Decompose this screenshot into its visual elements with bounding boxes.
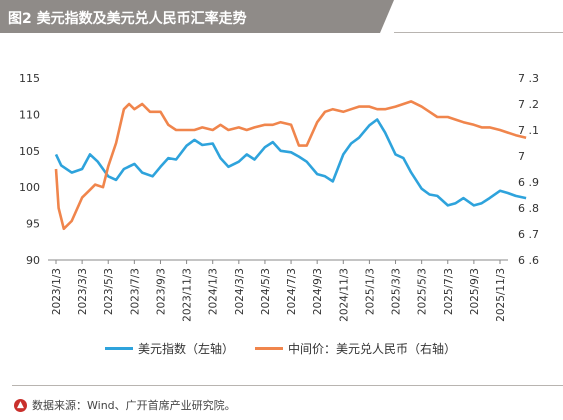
- title-rule: [394, 32, 563, 33]
- figure-title: 图2 美元指数及美元兑人民币汇率走势: [8, 11, 247, 27]
- source-rule: [12, 385, 563, 386]
- y-left-tick-label: 115: [19, 72, 40, 85]
- legend-item-usdcny: 中间价：美元兑人民币（右轴）: [255, 340, 456, 357]
- y-right-tick-label: 7: [518, 150, 525, 163]
- y-left-tick-label: 100: [19, 181, 40, 194]
- y-right-tick-label: 7 .3: [518, 72, 539, 85]
- x-tick-label: 2024/7/3: [286, 268, 298, 315]
- x-tick-label: 2024/1/3: [208, 268, 220, 315]
- x-tick-label: 2023/3/3: [77, 268, 89, 315]
- x-tick-label: 2023/11/3: [182, 268, 194, 322]
- x-tick-label: 2025/11/3: [495, 268, 507, 322]
- source-note: ▲ 数据来源：Wind、广开首席产业研究院。: [14, 397, 236, 413]
- x-tick-label: 2024/9/3: [312, 268, 324, 315]
- y-right-tick-label: 6 .9: [518, 176, 539, 189]
- series-line-usdcny: [54, 100, 527, 231]
- y-right-tick-label: 7 .1: [518, 124, 539, 137]
- legend-label-dxy: 美元指数（左轴）: [138, 342, 235, 356]
- y-left-tick-label: 110: [19, 108, 40, 121]
- series-line-dxy: [54, 118, 527, 207]
- legend-item-dxy: 美元指数（左轴）: [105, 340, 234, 357]
- y-right-tick-label: 6 .6: [518, 254, 539, 267]
- x-tick-label: 2023/7/3: [129, 268, 141, 315]
- line-chart: 90 95 100 105 110 115 6 .6 6 .7 6 .8 6 .9 7 7 .1 7 .…: [19, 72, 539, 322]
- title-bar: 图2 美元指数及美元兑人民币汇率走势: [0, 0, 394, 33]
- x-tick-label: 2024/5/3: [260, 268, 272, 315]
- x-tick-label: 2025/3/3: [391, 268, 403, 315]
- legend-swatch-dxy: [105, 347, 133, 350]
- legend-label-usdcny: 中间价：美元兑人民币（右轴）: [288, 342, 457, 356]
- y-left-tick-label: 95: [26, 218, 40, 231]
- x-tick-label: 2025/7/3: [443, 268, 455, 315]
- source-text: 数据来源：Wind、广开首席产业研究院。: [32, 399, 236, 412]
- x-tick-label: 2023/9/3: [155, 268, 167, 315]
- x-tick-label: 2024/3/3: [234, 268, 246, 315]
- x-tick-label: 2023/5/3: [103, 268, 115, 315]
- x-tick-label: 2025/9/3: [469, 268, 481, 315]
- x-tick-label: 2025/1/3: [364, 268, 376, 315]
- y-right-tick-label: 6 .7: [518, 228, 539, 241]
- y-right-tick-label: 7 .2: [518, 98, 539, 111]
- x-tick-label: 2024/11/3: [338, 268, 350, 322]
- y-right-tick-label: 6 .8: [518, 202, 539, 215]
- x-tick-label: 2025/5/3: [417, 268, 429, 315]
- y-left-tick-label: 105: [19, 145, 40, 158]
- y-left-tick-label: 90: [26, 254, 40, 267]
- up-arrow-icon: ▲: [14, 398, 27, 412]
- legend-swatch-usdcny: [255, 347, 283, 350]
- chart-legend: 美元指数（左轴） 中间价：美元兑人民币（右轴）: [0, 340, 563, 360]
- x-tick-label: 2023/1/3: [51, 268, 63, 315]
